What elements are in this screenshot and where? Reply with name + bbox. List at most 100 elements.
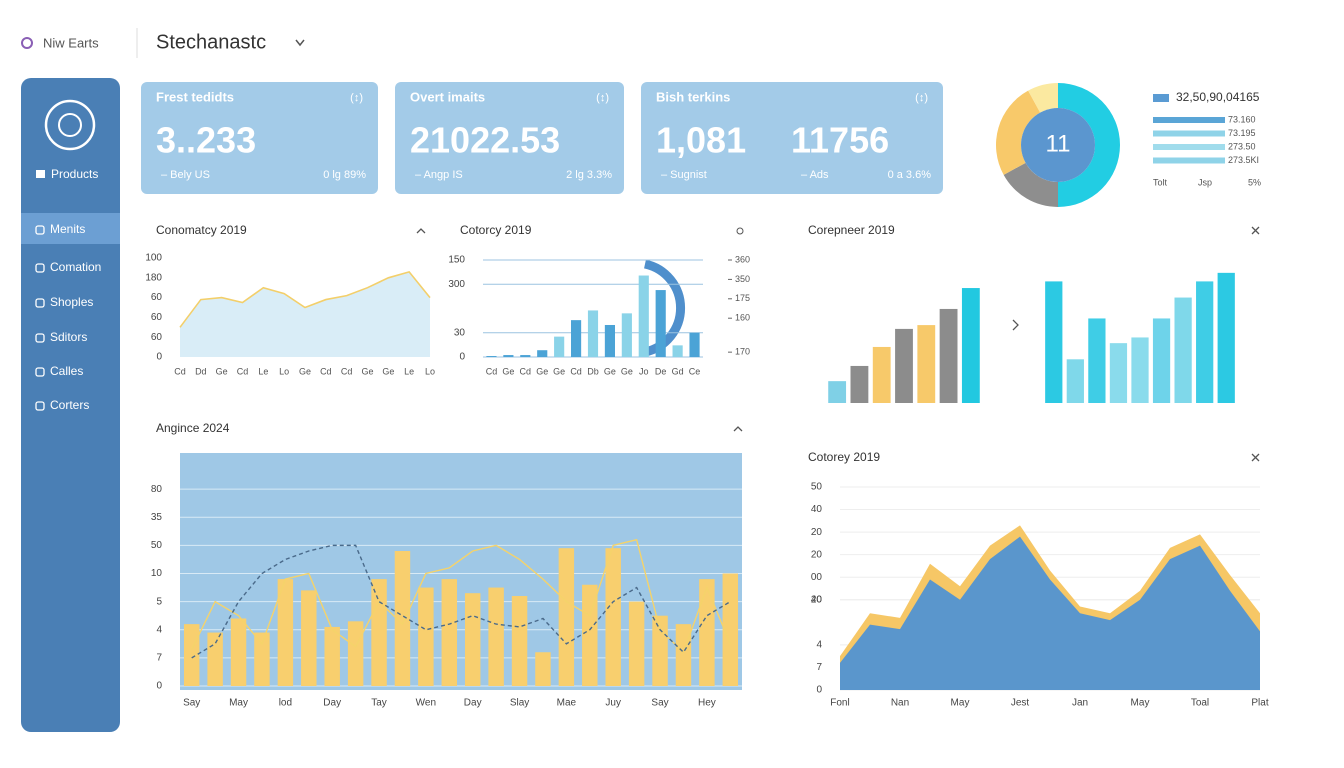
- x-tick-label: Cd: [341, 366, 353, 376]
- bar: [183, 624, 200, 686]
- x-tick-label: Day: [464, 698, 482, 709]
- y-tick-label: 4: [816, 640, 822, 651]
- sidebar-logo-inner: [58, 113, 82, 137]
- legend-bar: [1153, 117, 1225, 123]
- x-tick-label: May: [951, 698, 970, 709]
- bar: [520, 355, 531, 357]
- y2-tick-label: 175: [735, 293, 750, 303]
- line: [191, 538, 731, 654]
- y-tick-label: 20: [811, 527, 823, 538]
- y-tick-label: 20: [811, 549, 823, 560]
- pie-slice: [996, 90, 1041, 175]
- y-tick-label: 100: [145, 253, 162, 264]
- kpi-title: Overt imaits: [410, 89, 485, 104]
- legend-footer: 5%: [1248, 177, 1261, 187]
- settings-icon[interactable]: [736, 227, 744, 235]
- close-icon[interactable]: [1251, 453, 1260, 462]
- plot-background: [180, 453, 742, 690]
- brand-logo: [21, 37, 33, 49]
- title-dropdown[interactable]: [295, 39, 305, 47]
- close-icon[interactable]: [1251, 226, 1260, 235]
- kpi-note: – Bely US: [161, 169, 210, 181]
- y2-tick-label: 360: [735, 254, 750, 264]
- x-tick-label: Ge: [502, 366, 514, 376]
- next-icon[interactable]: [1012, 319, 1019, 331]
- bar: [486, 356, 497, 357]
- nav-item[interactable]: Corters: [50, 398, 89, 412]
- x-tick-label: Say: [183, 698, 200, 709]
- legend-label: 32,50,90,04165: [1176, 90, 1260, 104]
- x-tick-label: lod: [279, 698, 292, 709]
- y-tick-label: 50: [151, 540, 163, 551]
- nav-icon: [35, 298, 45, 308]
- bar: [558, 548, 575, 686]
- x-tick-label: Hey: [698, 698, 716, 709]
- legend-footer: Tolt: [1153, 177, 1168, 187]
- kpi-card: [641, 82, 943, 194]
- bar: [441, 579, 458, 686]
- y-tick-label: 50: [811, 482, 823, 493]
- y-tick-label: 30: [454, 327, 466, 338]
- kpi-icon[interactable]: (↕): [596, 92, 609, 104]
- y-tick-label: 20: [811, 594, 823, 605]
- chart-title: Cotorcy 2019: [460, 223, 532, 237]
- x-tick-label: Ge: [621, 366, 633, 376]
- x-tick-label: Jo: [639, 366, 649, 376]
- legend-label: 273.50: [1228, 141, 1256, 151]
- bar: [689, 332, 700, 357]
- x-tick-label: Cd: [174, 366, 186, 376]
- bar: [675, 624, 692, 686]
- chart-title: Cotorey 2019: [808, 450, 880, 464]
- y-tick-label: 4: [156, 624, 162, 635]
- x-tick-label: Le: [258, 366, 268, 376]
- bar: [1131, 337, 1149, 403]
- x-tick-label: Ge: [536, 366, 548, 376]
- pie-center-label: 11: [1046, 130, 1071, 157]
- area-fill: [180, 271, 430, 357]
- bar: [655, 290, 666, 357]
- collapse-icon[interactable]: [416, 228, 426, 234]
- nav-item[interactable]: Calles: [50, 364, 83, 378]
- nav-icon: [35, 333, 45, 343]
- nav-item[interactable]: Shoples: [50, 295, 93, 309]
- x-tick-label: Ge: [604, 366, 616, 376]
- bar: [1045, 281, 1063, 403]
- bar: [394, 551, 411, 686]
- nav-item[interactable]: Sditors: [50, 330, 87, 344]
- bar: [582, 584, 598, 686]
- bar: [1109, 343, 1128, 403]
- x-tick-label: Jest: [1011, 698, 1030, 709]
- nav-item[interactable]: Comation: [50, 260, 101, 274]
- legend-bar: [1153, 130, 1225, 137]
- chart-title: Corepneer 2019: [808, 223, 895, 237]
- bar: [604, 324, 615, 357]
- page-title[interactable]: Stechanastc: [156, 31, 266, 53]
- x-tick-label: May: [229, 698, 248, 709]
- x-tick-label: Lo: [279, 366, 289, 376]
- kpi-note: – Sugnist: [661, 169, 707, 181]
- kpi-icon[interactable]: (↕): [350, 92, 363, 104]
- collapse-icon[interactable]: [733, 426, 743, 432]
- nav-item[interactable]: Menits: [50, 222, 85, 236]
- x-tick-label: De: [655, 366, 667, 376]
- sidebar-section[interactable]: Products: [51, 167, 98, 181]
- x-tick-label: Plat: [1251, 698, 1268, 709]
- y-tick-label: 5: [156, 596, 162, 607]
- kpi-icon[interactable]: (↕): [915, 92, 928, 104]
- x-tick-label: Juy: [605, 698, 621, 709]
- x-tick-label: Ge: [299, 366, 311, 376]
- y-tick-label: 00: [811, 572, 823, 583]
- area: [840, 536, 1260, 690]
- x-tick-label: Nan: [891, 698, 909, 709]
- brand-name[interactable]: Niw Earts: [43, 35, 99, 50]
- bar: [672, 345, 683, 357]
- sidebar-logo: [44, 99, 96, 151]
- bar: [1174, 297, 1192, 403]
- legend-label: 73.195: [1228, 128, 1256, 138]
- line: [191, 544, 731, 659]
- x-tick-label: Dd: [195, 366, 207, 376]
- legend-footer: Jsp: [1198, 177, 1212, 187]
- x-tick-label: Wen: [416, 698, 436, 709]
- x-tick-label: Ge: [361, 366, 373, 376]
